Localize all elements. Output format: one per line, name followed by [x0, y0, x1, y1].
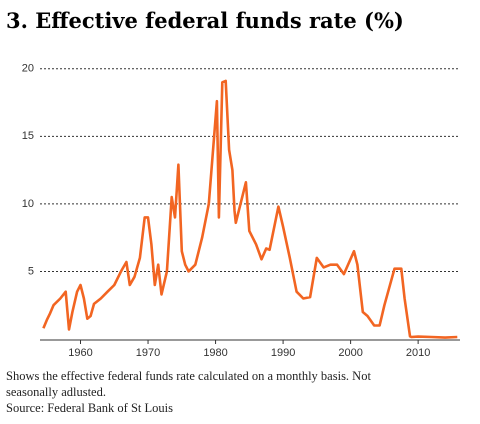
data-line	[42, 79, 458, 339]
x-tick-label: 2000	[338, 347, 362, 359]
x-tick-label: 1980	[203, 347, 227, 359]
y-tick-label: 5	[28, 265, 34, 277]
y-tick-label: 10	[22, 198, 34, 210]
chart-note: Shows the effective federal funds rate c…	[6, 369, 371, 399]
x-tick-label: 1960	[68, 347, 92, 359]
x-tick-label: 1970	[136, 347, 160, 359]
y-tick-label: 20	[22, 63, 34, 75]
chart-source: Source: Federal Bank of St Louis	[6, 401, 173, 415]
x-tick-label: 2010	[406, 347, 430, 359]
y-tick-label: 15	[22, 130, 34, 142]
chart-title: 3. Effective federal funds rate (%)	[6, 8, 404, 33]
x-tick-label: 1990	[271, 347, 295, 359]
